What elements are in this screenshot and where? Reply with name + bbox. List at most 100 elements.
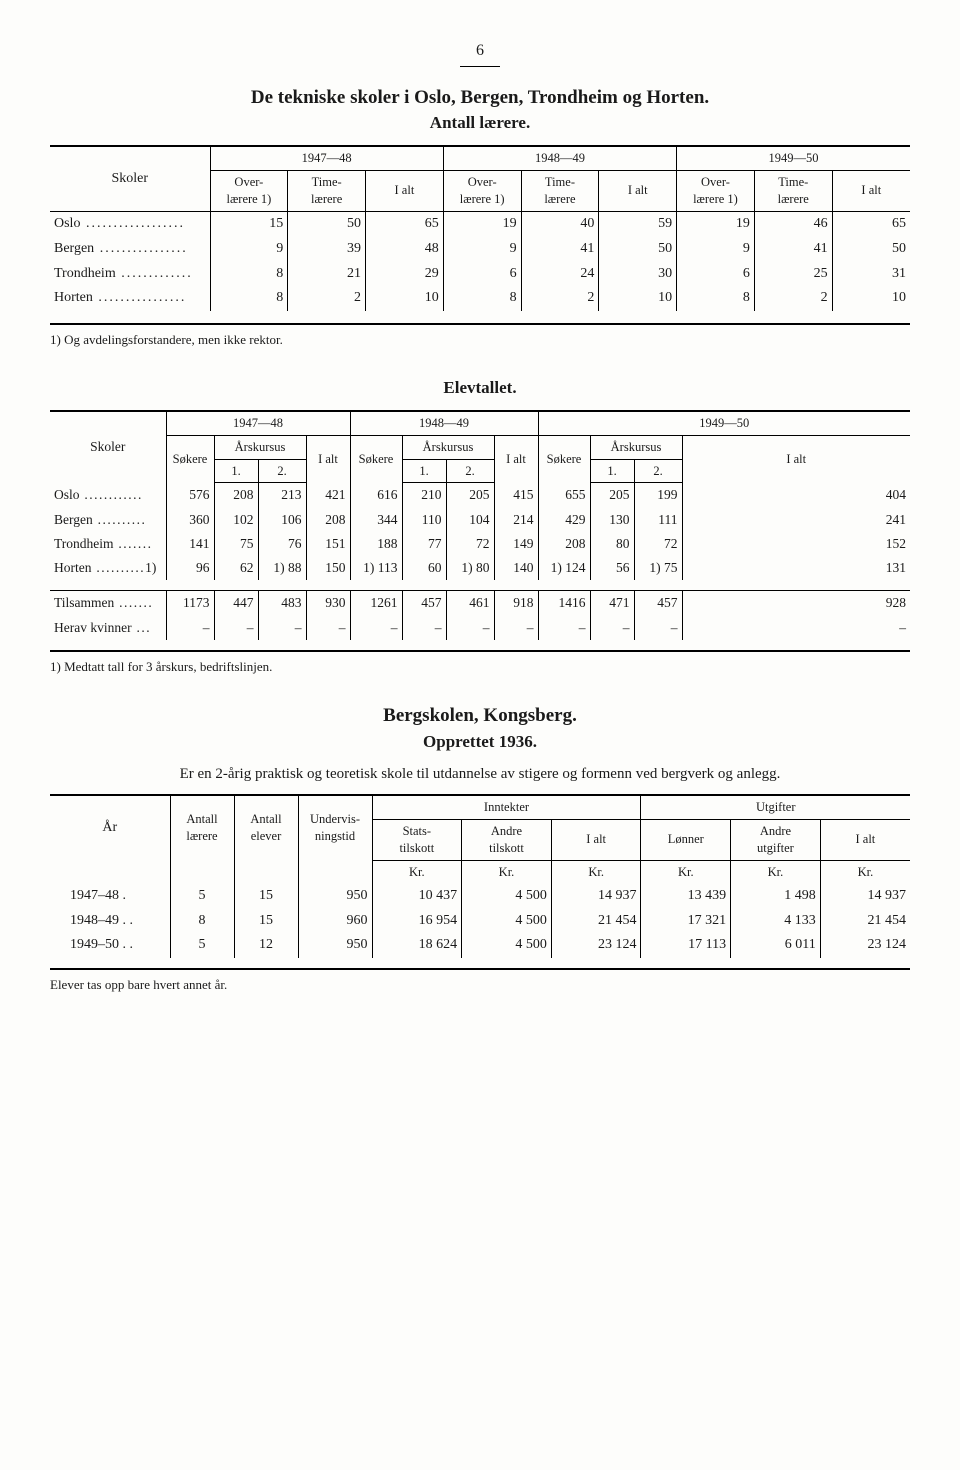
table-cell: 208 [214,483,258,508]
table-cell: – [166,616,214,640]
table-cell: – [634,616,682,640]
t2-sok1: Søkere [166,435,214,483]
table3-heading: Bergskolen, Kongsberg. [50,703,910,729]
t2-ialt1: I alt [306,435,350,483]
t1-ialt1: I alt [366,171,444,212]
table3-footnote: Elever tas opp bare hvert annet år. [50,976,910,994]
table-cell: 1) 75 [634,556,682,580]
table-cell: 616 [350,483,402,508]
t3-innt: Inntekter [372,795,641,819]
table-cell: 2 [521,286,599,311]
table-row-label: Horten ................ [50,286,210,311]
t3-ar: År [50,795,170,860]
table-cell: 15 [210,211,288,236]
t3-stats: Stats- tilskott [372,820,462,861]
table-cell: 102 [214,508,258,532]
t2-a2-2: 2. [446,459,494,483]
table-cell: 1173 [166,591,214,616]
table-cell: 72 [634,532,682,556]
t3-andreutg: Andre utgifter [731,820,821,861]
table-cell: 17 113 [641,933,731,958]
table-cell: 46 [754,211,832,236]
table-cell: 41 [521,237,599,262]
table-cell: 10 [832,286,910,311]
table-cell: 131 [682,556,910,580]
table-cell: 30 [599,262,677,287]
table-cell: 149 [494,532,538,556]
t2-yr2: 1948—49 [350,411,538,435]
table-cell: 483 [258,591,306,616]
table-cell: 16 954 [372,909,462,934]
table-cell: 76 [258,532,306,556]
table1-subheading: Antall lærere. [50,112,910,135]
t3-u: Undervis- ningstid [298,795,372,860]
table-cell: 205 [446,483,494,508]
table-cell: 6 011 [731,933,821,958]
t3-lonner: Lønner [641,820,731,861]
table-cell: 19 [677,211,755,236]
table-cell: 457 [402,591,446,616]
table3-intro: Er en 2-årig praktisk og teoretisk skole… [90,764,870,784]
t2-col-skoler: Skoler [50,411,166,483]
table-cell: 344 [350,508,402,532]
table1: Skoler 1947—48 1948—49 1949—50 Over- lær… [50,145,910,325]
table-cell: 655 [538,483,590,508]
t3-kr5: Kr. [731,860,821,883]
table1-year2: 1948—49 [443,146,676,170]
table-cell: 62 [214,556,258,580]
table3: År Antall lærere Antall elever Undervis-… [50,794,910,970]
table-row-label: Tilsammen ....... [50,591,166,616]
t2-a1-2: 1. [402,459,446,483]
table-cell: 928 [682,591,910,616]
table3-subheading: Opprettet 1936. [50,731,910,754]
table-cell: 75 [214,532,258,556]
table-cell: 960 [298,909,372,934]
page-number: 6 [50,40,910,62]
table-cell: 65 [366,211,444,236]
table-cell: 199 [634,483,682,508]
t2-sok3: Søkere [538,435,590,483]
table-cell: 360 [166,508,214,532]
table-cell: 15 [234,884,298,909]
table-cell: 4 500 [462,884,552,909]
table-cell: 21 454 [820,909,910,934]
table1-year3: 1949—50 [677,146,910,170]
t1-ialt3: I alt [832,171,910,212]
table-cell: 19 [443,211,521,236]
table-cell: 14 937 [551,884,641,909]
table-cell: 1) 80 [446,556,494,580]
table-cell: 950 [298,933,372,958]
table-cell: 13 439 [641,884,731,909]
t3-kr4: Kr. [641,860,731,883]
table-cell: 10 437 [372,884,462,909]
table-cell: 404 [682,483,910,508]
t2-a2-3: 2. [634,459,682,483]
table-cell: 4 133 [731,909,821,934]
table-cell: 21 [288,262,366,287]
t2-ialt3: I alt [682,435,910,483]
table-cell: 8 [210,262,288,287]
t3-ae: Antall elever [234,795,298,860]
table-cell: – [538,616,590,640]
table-cell: 24 [521,262,599,287]
table-cell: 9 [210,237,288,262]
table-cell: – [402,616,446,640]
t3-ialt2: I alt [820,820,910,861]
table-cell: 50 [832,237,910,262]
t2-ialt2: I alt [494,435,538,483]
table-cell: 59 [599,211,677,236]
table-cell: 214 [494,508,538,532]
table-cell: – [214,616,258,640]
t3-kr3: Kr. [551,860,641,883]
table-cell: 40 [521,211,599,236]
table-cell: – [350,616,402,640]
t2-ars1: Årskursus [214,435,306,459]
t1-time1: Time- lærere [288,171,366,212]
table-cell: 471 [590,591,634,616]
t1-over3: Over- lærere 1) [677,171,755,212]
table-cell: 18 624 [372,933,462,958]
table-row-label: Herav kvinner ... [50,616,166,640]
t2-ars3: Årskursus [590,435,682,459]
table-cell: – [446,616,494,640]
table-cell: 213 [258,483,306,508]
